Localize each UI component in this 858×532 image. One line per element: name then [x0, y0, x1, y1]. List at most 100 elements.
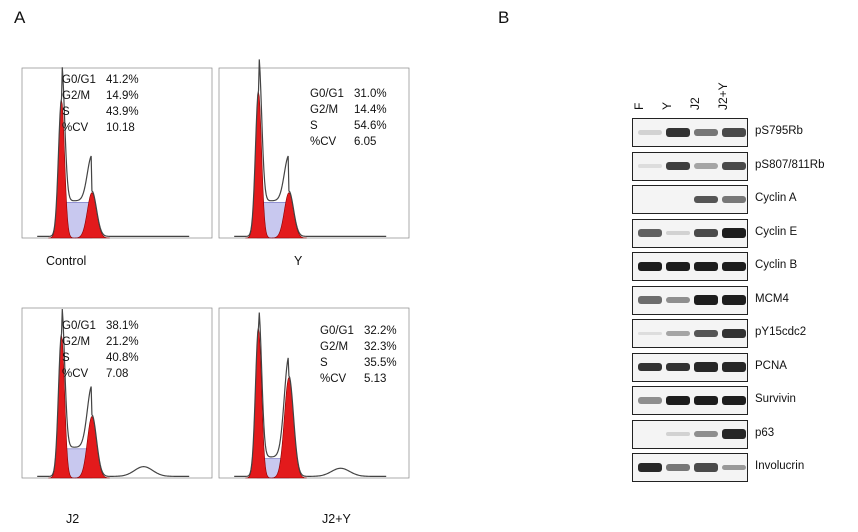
blot-band: [694, 228, 718, 238]
blot-band: [722, 161, 746, 171]
total-profile: [37, 309, 190, 477]
blot-strip: [632, 453, 748, 482]
blot-label: Involucrin: [755, 460, 805, 472]
histogram-plot: [21, 67, 213, 239]
stat-row: G2/M 21.2%: [62, 334, 139, 350]
blot-band: [694, 129, 718, 136]
stat-row: G0/G1 32.2%: [320, 323, 397, 339]
stats-y: G0/G1 31.0% G2/M 14.4% S 54.6% %CV 6.05: [310, 86, 387, 150]
blot-band: [722, 295, 746, 305]
blot-strip: [632, 386, 748, 415]
blot-label: Cyclin E: [755, 225, 798, 238]
panel-b-letter: B: [498, 8, 510, 27]
blot-label: pS795Rb: [755, 125, 803, 137]
lane-label: J2+Y: [716, 82, 730, 110]
stat-key: %CV: [320, 373, 347, 385]
stat-value: 32.3%: [364, 341, 397, 353]
blot-band: [694, 430, 718, 438]
blot-band: [666, 161, 690, 171]
blot-label: pY15cdc2: [755, 326, 807, 338]
blot-strip: [632, 285, 748, 315]
blot-label: MCM4: [755, 292, 789, 305]
blot-band: [638, 261, 662, 272]
label-j2: J2: [66, 512, 80, 526]
stat-row: G2/M 14.9%: [62, 88, 139, 104]
stat-row: S 35.5%: [320, 355, 397, 371]
stat-key: G2/M: [310, 104, 339, 116]
stat-value: 32.2%: [364, 325, 397, 337]
panel-a-letter: A: [14, 8, 26, 27]
lane-label: F: [632, 102, 646, 110]
blot-band: [638, 331, 662, 336]
stat-key: %CV: [310, 136, 337, 148]
blot-band: [694, 261, 718, 272]
label-y: Y: [294, 254, 303, 268]
blot-band: [722, 464, 746, 471]
blot-band: [722, 329, 746, 338]
stat-row: G0/G1 38.1%: [62, 318, 139, 334]
blot-band: [722, 128, 746, 137]
stat-key: G0/G1: [62, 320, 96, 332]
stats-j2: G0/G1 38.1% G2/M 21.2% S 40.8% %CV 7.08: [62, 318, 139, 382]
blot-label: p63: [755, 426, 775, 439]
blot-band: [666, 128, 690, 137]
blot-band: [722, 429, 746, 439]
blot-band: [638, 130, 662, 135]
blot-band: [666, 362, 690, 372]
stat-row: G2/M 32.3%: [320, 339, 397, 355]
blot-strip: [632, 252, 748, 281]
stat-row: %CV 10.18: [62, 120, 139, 136]
lane-label: J2: [688, 97, 702, 110]
stat-key: G0/G1: [320, 325, 354, 337]
total-profile: [234, 312, 387, 477]
histogram-plot: [21, 307, 213, 479]
blot-band: [722, 261, 746, 272]
blot-strip: [632, 218, 748, 248]
stat-row: G0/G1 41.2%: [62, 72, 139, 88]
stat-row: G0/G1 31.0%: [310, 86, 387, 102]
histogram-plot: [218, 59, 410, 239]
stat-value: 38.1%: [106, 320, 139, 332]
stat-value: 14.9%: [106, 90, 139, 102]
blot-band: [694, 329, 718, 338]
stat-value: 40.8%: [106, 352, 139, 364]
g1-peak: [245, 92, 273, 239]
label-j2y: J2+Y: [322, 512, 351, 526]
blot-strip: [632, 151, 748, 181]
blot-band: [722, 196, 746, 203]
blot-band: [638, 397, 662, 404]
blot-label: pS807/811Rb: [755, 158, 825, 171]
blot-band: [694, 395, 718, 406]
blot-band: [694, 295, 718, 305]
blot-band: [694, 463, 718, 472]
blot-band: [638, 229, 662, 237]
stat-key: S: [310, 120, 318, 132]
g1-peak: [48, 100, 76, 239]
blot-band: [666, 431, 690, 437]
stat-key: G2/M: [320, 341, 349, 353]
stat-row: %CV 5.13: [320, 371, 397, 387]
blot-band: [638, 164, 662, 168]
lane-label: Y: [660, 101, 674, 110]
stat-row: S 40.8%: [62, 350, 139, 366]
stat-row: S 54.6%: [310, 118, 387, 134]
blot-strip: [632, 419, 748, 449]
stat-value: 43.9%: [106, 106, 139, 118]
blot-label: Cyclin A: [755, 192, 797, 204]
g1-peak: [48, 335, 76, 479]
stat-value: 41.2%: [106, 74, 139, 86]
lane-labels: F Y J2 J2+Y: [632, 60, 748, 110]
histogram-j2: [8, 300, 218, 480]
stat-key: G0/G1: [62, 74, 96, 86]
blot-label: Cyclin B: [755, 259, 798, 271]
stat-value: 10.18: [106, 122, 135, 134]
stat-key: %CV: [62, 122, 89, 134]
stat-value: 7.08: [106, 368, 129, 380]
blot-band: [638, 462, 662, 473]
blot-band: [666, 296, 690, 304]
stat-value: 6.05: [354, 136, 377, 148]
blot-label: PCNA: [755, 359, 787, 372]
histogram-j2y: [205, 300, 415, 480]
blot-band: [694, 195, 718, 204]
g2-peak: [271, 192, 307, 239]
